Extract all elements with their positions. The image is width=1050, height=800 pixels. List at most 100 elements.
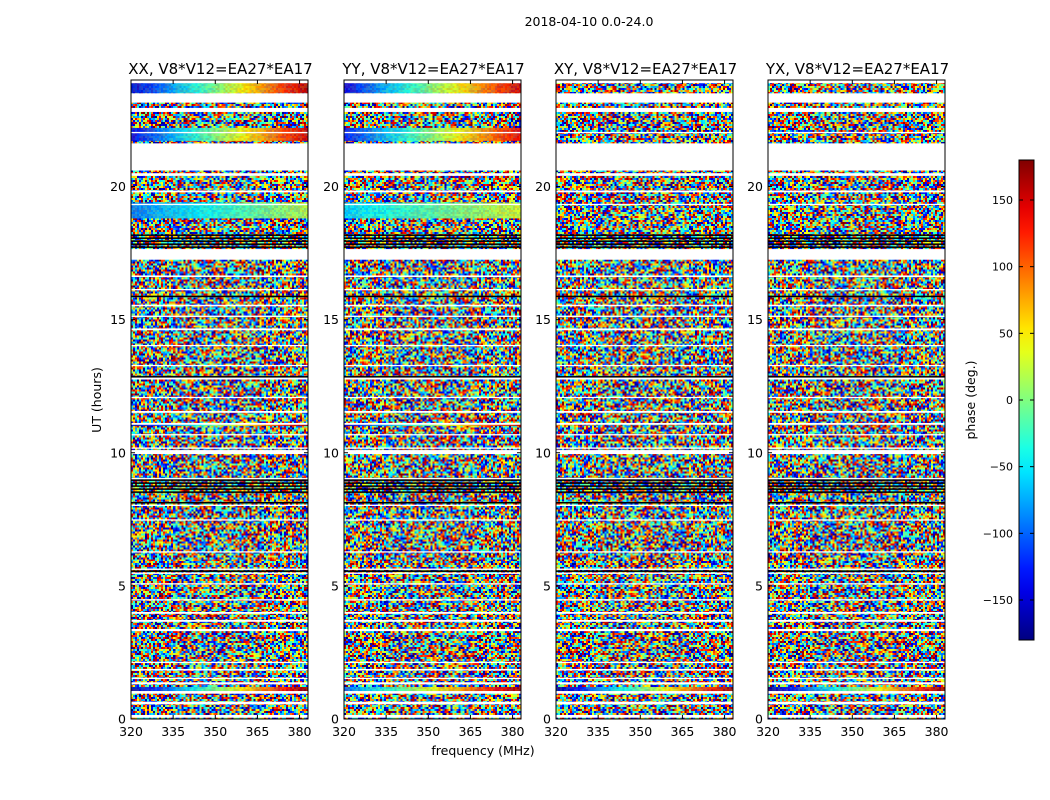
- panel-2: YY, V8*V12=EA27*EA17 320 335 350 365 380 0 5 10 1…: [323, 60, 525, 739]
- flagged-band: [131, 376, 308, 380]
- flagged-band: [131, 203, 308, 206]
- flagged-band: [131, 93, 308, 103]
- flagged-band: [131, 304, 308, 307]
- flagged-band: [131, 478, 308, 480]
- flagged-band: [556, 661, 733, 664]
- flagged-band: [344, 289, 521, 291]
- scan-boundary-line: [344, 295, 521, 298]
- flagged-band: [344, 447, 521, 449]
- flagged-band: [768, 315, 945, 317]
- scan-boundary-line: [556, 295, 733, 298]
- scan-boundary-line: [768, 485, 945, 487]
- flagged-band: [768, 661, 945, 664]
- flagged-band: [344, 80, 521, 84]
- flagged-band: [131, 599, 308, 601]
- scan-boundary-line: [556, 246, 733, 248]
- scan-boundary-line: [131, 246, 308, 248]
- scan-boundary-line: [344, 234, 521, 236]
- flagged-band: [768, 396, 945, 399]
- x-tick-label: 365: [458, 724, 482, 739]
- y-tick-label: 5: [331, 578, 339, 593]
- scan-boundary-line: [556, 570, 733, 572]
- flagged-band: [768, 691, 945, 694]
- flagged-band: [556, 304, 733, 307]
- panel-title: XY, V8*V12=EA27*EA17: [554, 60, 737, 78]
- flagged-band: [344, 173, 521, 176]
- x-tick-label: 320: [544, 724, 568, 739]
- flagged-band: [556, 447, 733, 449]
- flagged-band: [556, 203, 733, 206]
- y-tick-label: 10: [535, 445, 551, 460]
- y-tick-label: 0: [331, 712, 339, 727]
- flagged-band: [556, 715, 733, 718]
- flagged-band: [768, 599, 945, 601]
- colorbar-tick-label: 0: [1006, 394, 1013, 407]
- flagged-band: [131, 450, 308, 455]
- flagged-band: [768, 568, 945, 570]
- flagged-band: [768, 701, 945, 705]
- flagged-band: [131, 80, 308, 84]
- flagged-band: [131, 190, 308, 193]
- scan-boundary-line: [131, 295, 308, 298]
- flagged-band: [768, 131, 945, 134]
- y-tick-label: 15: [110, 312, 126, 327]
- phase-ramp-row: [344, 687, 521, 692]
- flagged-band: [344, 599, 521, 601]
- scan-boundary-line: [768, 237, 945, 239]
- scan-boundary-line: [556, 234, 733, 236]
- flagged-band: [768, 275, 945, 278]
- flagged-band: [344, 422, 521, 425]
- phase-ramp-row: [131, 202, 308, 219]
- flagged-band: [131, 364, 308, 367]
- flagged-band: [131, 447, 308, 449]
- flagged-band: [344, 551, 521, 553]
- scan-boundary-line: [768, 246, 945, 248]
- flagged-band: [131, 396, 308, 399]
- flagged-band: [768, 203, 945, 206]
- phase-ramp-row: [344, 423, 521, 427]
- panel-frame: [767, 79, 946, 720]
- flagged-band: [131, 629, 308, 632]
- flagged-band: [131, 682, 308, 685]
- flagged-band: [131, 583, 308, 585]
- flagged-band: [556, 396, 733, 399]
- flagged-band: [768, 504, 945, 506]
- colorbar-tick-label: −150: [983, 594, 1013, 607]
- panels-group: XX, V8*V12=EA27*EA17 320 335 350 365 380 0 5 10 1…: [110, 60, 949, 739]
- flagged-band: [344, 629, 521, 632]
- scan-boundary-line: [131, 488, 308, 490]
- flagged-band: [556, 107, 733, 112]
- x-tick-label: 350: [840, 724, 864, 739]
- y-tick-label: 20: [747, 179, 763, 194]
- colorbar-tick-label: 100: [992, 261, 1013, 274]
- flagged-band: [344, 568, 521, 570]
- scan-boundary-line: [768, 376, 945, 378]
- scan-boundary-line: [344, 488, 521, 490]
- phase-ramp-row: [556, 687, 733, 692]
- flagged-band: [344, 682, 521, 685]
- scan-boundary-line: [131, 237, 308, 239]
- flagged-band: [556, 93, 733, 103]
- flagged-band: [556, 434, 733, 436]
- scan-boundary-line: [344, 502, 521, 504]
- y-tick-label: 5: [755, 578, 763, 593]
- y-tick-label: 20: [535, 179, 551, 194]
- colorbar-tick-label: 150: [992, 194, 1013, 207]
- phase-ramp-row: [131, 82, 308, 94]
- x-tick-label: 380: [501, 724, 525, 739]
- flagged-band: [131, 289, 308, 291]
- scan-boundary-line: [131, 240, 308, 242]
- scan-boundary-line: [131, 502, 308, 504]
- flagged-band: [131, 661, 308, 664]
- flagged-band: [344, 249, 521, 260]
- flagged-band: [556, 289, 733, 291]
- scan-boundary-line: [131, 570, 308, 572]
- x-tick-label: 320: [119, 724, 143, 739]
- x-tick-label: 335: [161, 724, 185, 739]
- flagged-band: [556, 583, 733, 585]
- flagged-band: [131, 519, 308, 521]
- y-tick-label: 10: [323, 445, 339, 460]
- flagged-band: [131, 131, 308, 134]
- flagged-band: [556, 328, 733, 331]
- scan-boundary-line: [344, 246, 521, 248]
